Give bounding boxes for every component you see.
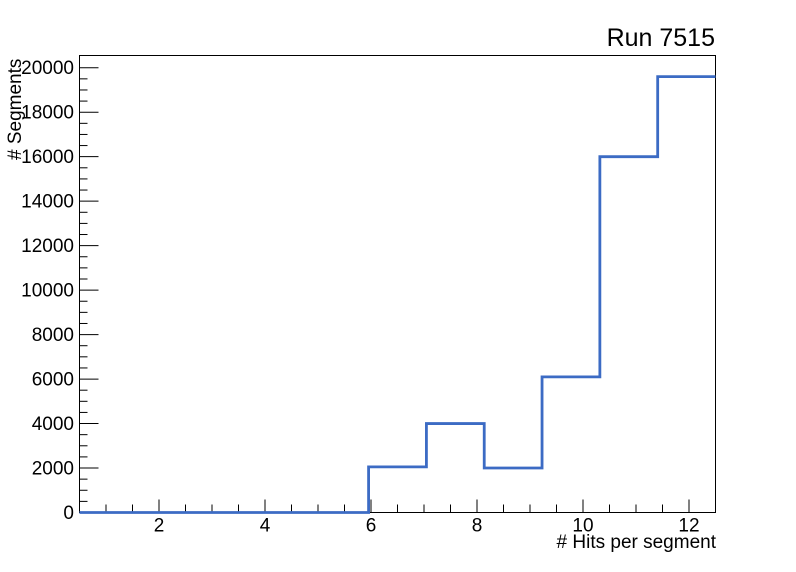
y-tick-label: 10000 <box>21 281 74 302</box>
plot-frame <box>79 55 716 513</box>
chart-title: Run 7515 <box>606 24 715 52</box>
x-tick-label: 10 <box>572 516 593 537</box>
y-tick-label: 4000 <box>32 414 74 435</box>
y-axis-label: # Segments <box>5 58 26 160</box>
y-tick-label: 0 <box>63 503 74 524</box>
x-tick-label: 8 <box>472 516 483 537</box>
x-tick-label: 12 <box>678 516 699 537</box>
x-tick-label: 4 <box>260 516 271 537</box>
y-tick-label: 18000 <box>21 103 74 124</box>
y-tick-label: 8000 <box>32 325 74 346</box>
x-tick-label: 6 <box>366 516 377 537</box>
histogram-line <box>79 75 716 514</box>
y-tick-label: 20000 <box>21 58 74 79</box>
y-tick-label: 6000 <box>32 370 74 391</box>
x-axis-label: # Hits per segment <box>556 532 716 553</box>
y-tick-label: 14000 <box>21 192 74 213</box>
y-tick-label: 16000 <box>21 147 74 168</box>
y-tick-label: 12000 <box>21 236 74 257</box>
y-tick-label: 2000 <box>32 459 74 480</box>
x-tick-label: 2 <box>154 516 165 537</box>
